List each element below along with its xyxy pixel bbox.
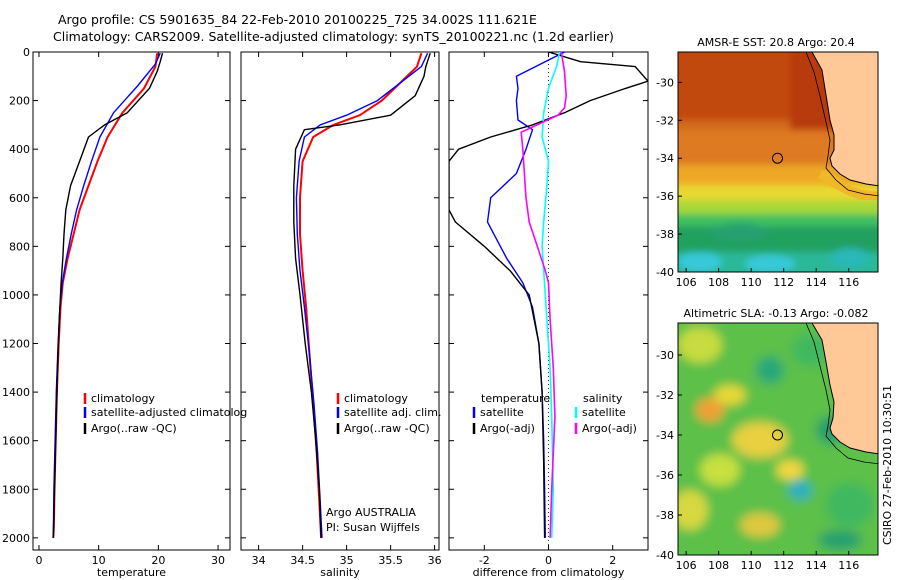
float-pi-annotation: PI: Susan Wijffels: [326, 521, 420, 534]
difference-legend-temp-argo-label: Argo(-adj): [480, 422, 535, 435]
depth-tick-label: 1600: [2, 435, 30, 448]
salinity-xtick-label: 35.5: [378, 554, 403, 567]
salinity-panel: 34 34.5 35 35.5 36 salinity: [240, 51, 442, 579]
sst-map-ytick-label: -40: [656, 266, 674, 279]
depth-tick-label: 0: [23, 46, 30, 59]
sst-map-xtick-label: 116: [838, 276, 859, 289]
depth-tick-label: 800: [9, 240, 30, 253]
sla-map-ytick-label: -34: [656, 429, 674, 442]
salinity-legend-satellite-label: satellite adj. clim.: [344, 406, 441, 419]
sla-map-xtick-label: 106: [676, 559, 697, 572]
salinity-axes-frame: [240, 51, 440, 551]
difference-legend-salinity-title: salinity: [583, 392, 623, 405]
sla-map-ytick-label: -32: [656, 389, 674, 402]
sla-map-ytick-label: -36: [656, 469, 674, 482]
temperature-xtick-label: 10: [92, 554, 106, 567]
difference-legend-sal-satellite-label: satellite: [582, 406, 626, 419]
temperature-panel: 0 10 20 30 temperature 0 200 400 600 800 1000 1200 1…: [2, 46, 231, 579]
sst-map-ytick-label: -30: [656, 76, 674, 89]
sst-map-axes: AMSR-E SST: 20.8 Argo: 20.4 106 108 110 112 1…: [656, 36, 859, 289]
salinity-series-satellite-adj-clim: [295, 52, 429, 538]
temperature-xtick-label: 20: [151, 554, 165, 567]
temperature-axes-frame: [32, 51, 231, 551]
depth-tick-label: 1000: [2, 289, 30, 302]
salinity-xtick-label: 36: [428, 554, 442, 567]
depth-tick-label: 1200: [2, 338, 30, 351]
depth-tick-label: 200: [9, 95, 30, 108]
depth-tick-label: 2000: [2, 532, 30, 545]
sla-map-xtick-label: 110: [741, 559, 762, 572]
temperature-legend-argo-label: Argo(..raw -QC): [91, 422, 177, 435]
temperature-series-satellite-adjusted-climatology: [52, 52, 161, 538]
difference-legend: temperature salinitysatelliteArgo(-adj)sa…: [472, 392, 637, 435]
sst-map-xtick-label: 112: [773, 276, 794, 289]
temperature-xtick-label: 30: [211, 554, 225, 567]
sst-map-xtick-label: 108: [708, 276, 729, 289]
figure-title-line-2: Climatology: CARS2009. Satellite-adjuste…: [53, 29, 614, 44]
difference-xlabel: difference from climatology: [473, 566, 625, 579]
salinity-legend-climatology-label: climatology: [344, 392, 408, 405]
temperature-series-argo-raw-qc: [52, 53, 164, 538]
sst-map-title: AMSR-E SST: 20.8 Argo: 20.4: [697, 36, 855, 49]
difference-legend-sal-argo-label: Argo(-adj): [582, 422, 637, 435]
sla-map-axes: Altimetric SLA: -0.13 Argo: -0.082 106 108…: [656, 307, 868, 572]
sla-map: [677, 322, 879, 556]
float-owner-annotation: Argo AUSTRALIA: [326, 506, 416, 519]
difference-series-salinity-satellite: [541, 52, 561, 538]
sst-map-ytick-label: -38: [656, 228, 674, 241]
sla-map-xtick-label: 116: [838, 559, 859, 572]
sst-map-xtick-label: 106: [676, 276, 697, 289]
sla-map-xtick-label: 108: [708, 559, 729, 572]
temperature-legend-satellite-label: satellite-adjusted climatolog: [91, 406, 247, 419]
figure-title-line-1: Argo profile: CS 5901635_84 22-Feb-2010 …: [58, 12, 537, 27]
sst-map: [677, 51, 879, 273]
sla-map-ytick-label: -38: [656, 509, 674, 522]
difference-legend-temp-satellite-label: satellite: [480, 406, 524, 419]
sst-map-xtick-label: 114: [806, 276, 827, 289]
sla-map-ytick-label: -40: [656, 549, 674, 562]
sst-map-ytick-label: -34: [656, 152, 674, 165]
salinity-xtick-label: 34: [252, 554, 266, 567]
temperature-xtick-label: 0: [35, 554, 42, 567]
difference-xtick-label: 0: [545, 554, 552, 567]
sla-map-ytick-label: -30: [656, 349, 674, 362]
salinity-legend-argo-label: Argo(..raw -QC): [344, 422, 430, 435]
difference-series-temperature-argo-adj: [449, 52, 648, 538]
sst-coast-contour: [805, 52, 878, 197]
difference-legend-temperature-title: temperature: [481, 392, 550, 405]
sla-profile-location-marker: [772, 429, 784, 441]
difference-series-salinity-argo-adj: [520, 52, 567, 538]
salinity-xtick-label: 35: [340, 554, 354, 567]
sla-coast-contour: [805, 323, 878, 465]
timestamp-side-label: CSIRO 27-Feb-2010 10:30:51: [881, 385, 894, 545]
salinity-xtick-label: 34.5: [290, 554, 315, 567]
temperature-xlabel: temperature: [97, 566, 166, 579]
salinity-xlabel: salinity: [320, 566, 360, 579]
depth-tick-label: 1800: [2, 483, 30, 496]
difference-xtick-label: 2: [609, 554, 616, 567]
depth-tick-label: 400: [9, 143, 30, 156]
sst-map-xtick-label: 110: [741, 276, 762, 289]
temperature-series-climatology: [52, 53, 159, 538]
salinity-series-argo-raw-qc: [293, 52, 431, 538]
sst-map-ytick-label: -36: [656, 190, 674, 203]
sla-map-xtick-label: 112: [773, 559, 794, 572]
temperature-legend-climatology-label: climatology: [91, 392, 155, 405]
sla-map-xtick-label: 114: [806, 559, 827, 572]
sst-profile-location-marker: [772, 152, 784, 164]
sst-map-ytick-label: -32: [656, 114, 674, 127]
sla-map-title: Altimetric SLA: -0.13 Argo: -0.082: [684, 307, 869, 320]
sst-coastal-band: [818, 170, 878, 200]
depth-tick-label: 600: [9, 192, 30, 205]
difference-xtick-label: -2: [479, 554, 490, 567]
depth-tick-label: 1400: [2, 386, 30, 399]
